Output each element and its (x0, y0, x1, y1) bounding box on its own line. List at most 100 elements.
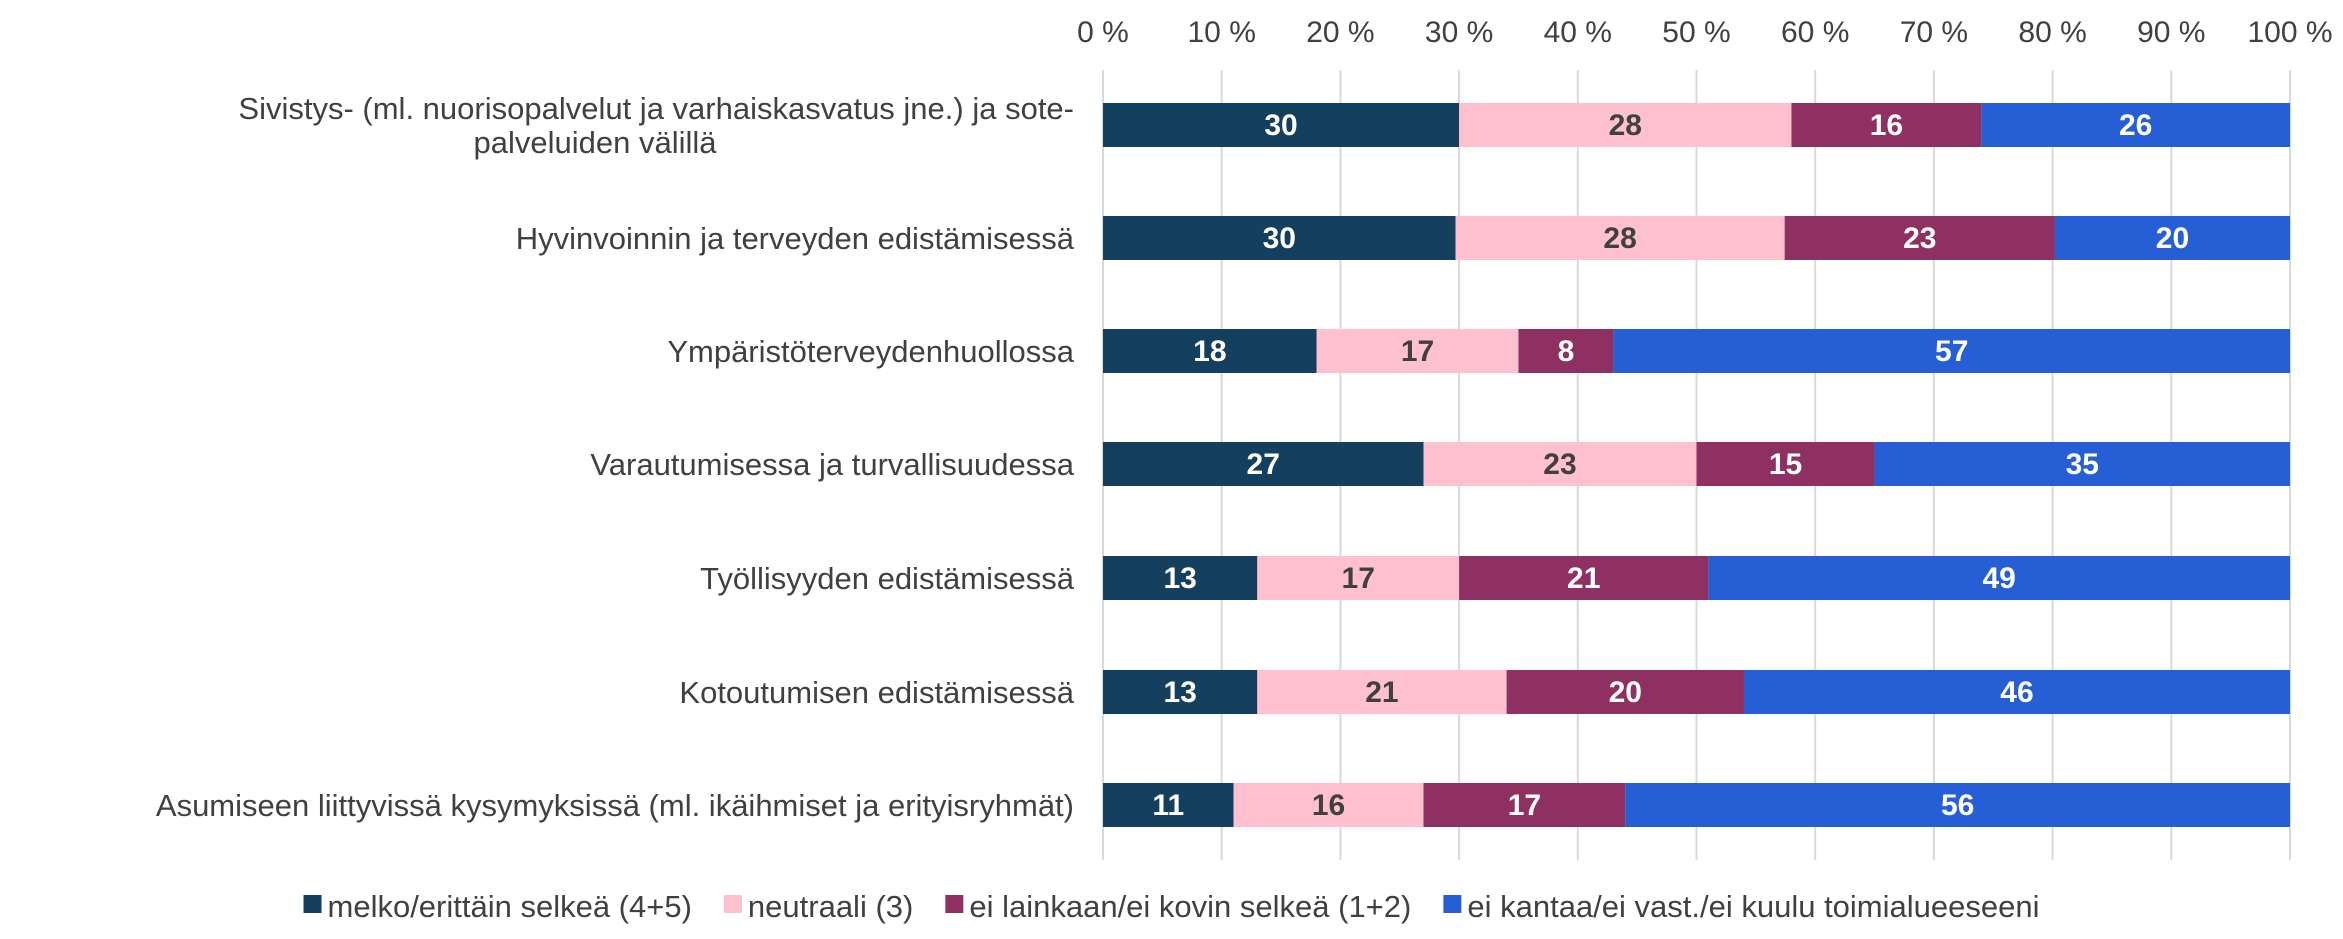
bar-value-label: 21 (1567, 562, 1600, 595)
legend-swatch (945, 895, 964, 913)
bar-segment (1696, 442, 1875, 486)
legend-item: neutraali (3) (723, 889, 913, 924)
legend-label: neutraali (3) (748, 889, 913, 924)
bar-value-label: 56 (1941, 789, 1974, 822)
bar-segment (1103, 670, 1258, 714)
bar-segment (1103, 216, 1456, 260)
bar-value-label: 49 (1982, 562, 2015, 595)
bar-segment (1613, 329, 2290, 373)
bar-segment (1103, 103, 1460, 147)
bars: 30 28 16 26 30 28 23 20 18 17 8 57 27 23 15 35 13 17 21 49 1… (1103, 103, 2290, 827)
category-label-line: Sivistys- (ml. nuorisopalvelut ja varhai… (238, 91, 1074, 126)
bar-value-label: 17 (1508, 789, 1541, 822)
bar-value-label: 20 (2156, 222, 2189, 255)
bar-value-label: 17 (1401, 335, 1434, 368)
bar-value-label: 28 (1603, 222, 1636, 255)
legend-swatch (303, 895, 322, 913)
bar-segment (1459, 103, 1792, 147)
bar-value-label: 15 (1769, 448, 1802, 481)
bar-segment (1506, 670, 1744, 714)
bar-segment (1257, 670, 1507, 714)
bar-segment (1257, 556, 1460, 600)
legend-swatch (1443, 895, 1462, 913)
category-label-line: Varautumisessa ja turvallisuudessa (590, 447, 1074, 482)
bar-segment (1233, 783, 1424, 827)
bar-segment (1981, 103, 2290, 147)
bar-segment (1743, 670, 2290, 714)
bar-value-label: 20 (1609, 676, 1642, 709)
category-label-line: Asumiseen liittyvissä kysymyksissä (ml. … (156, 788, 1074, 823)
bar-value-label: 8 (1558, 335, 1575, 368)
bar-segment (1423, 783, 1626, 827)
bar-segment (1459, 556, 1709, 600)
legend-label: ei lainkaan/ei kovin selkeä (1+2) (969, 889, 1411, 924)
bar-value-label: 16 (1870, 109, 1903, 142)
bar-value-label: 23 (1903, 222, 1936, 255)
bar-value-label: 18 (1193, 335, 1226, 368)
bar-segment (1103, 783, 1234, 827)
bar-segment (1103, 442, 1424, 486)
bar-value-label: 17 (1342, 562, 1375, 595)
legend-item: melko/erittäin selkeä (4+5) (303, 889, 692, 924)
bar-value-label: 57 (1935, 335, 1968, 368)
category-label: Asumiseen liittyvissä kysymyksissä (ml. … (156, 788, 1074, 823)
bar-value-label: 27 (1247, 448, 1280, 481)
x-tick-label: 100 % (2247, 16, 2332, 49)
category-label: Varautumisessa ja turvallisuudessa (590, 447, 1074, 482)
bar-segment (1103, 329, 1317, 373)
x-tick-label: 70 % (1900, 16, 1968, 49)
category-label-line: Kotoutumisen edistämisessä (679, 675, 1074, 710)
legend-item: ei kantaa/ei vast./ei kuulu toimialueese… (1443, 889, 2039, 924)
bar-value-label: 46 (2000, 676, 2033, 709)
bar-segment (1708, 556, 2290, 600)
category-label: Sivistys- (ml. nuorisopalvelut ja varhai… (238, 91, 1074, 160)
x-tick-label: 20 % (1306, 16, 1374, 49)
bar-value-label: 26 (2119, 109, 2152, 142)
category-label: Hyvinvoinnin ja terveyden edistämisessä (516, 221, 1075, 256)
category-labels: Sivistys- (ml. nuorisopalvelut ja varhai… (156, 91, 1075, 823)
bar-segment (1103, 556, 1258, 600)
bar-segment (1874, 442, 2290, 486)
bar-value-label: 35 (2066, 448, 2099, 481)
x-tick-label: 10 % (1188, 16, 1256, 49)
category-label: Kotoutumisen edistämisessä (679, 675, 1074, 710)
legend-label: ei kantaa/ei vast./ei kuulu toimialueese… (1467, 889, 2039, 924)
legend-item: ei lainkaan/ei kovin selkeä (1+2) (945, 889, 1411, 924)
category-label-line: palveluiden välillä (474, 125, 718, 160)
legend-swatch (723, 895, 742, 913)
bar-segment (1455, 216, 1785, 260)
x-axis-ticks: 0 % 10 % 20 % 30 % 40 % 50 % 60 % 70 % 80 % 90 % 1… (1077, 16, 2332, 49)
bar-value-label: 13 (1163, 676, 1196, 709)
x-tick-label: 40 % (1544, 16, 1612, 49)
bar-segment (2054, 216, 2290, 260)
bar-segment (1518, 329, 1614, 373)
category-label-line: Ympäristöterveydenhuollossa (667, 334, 1074, 369)
category-label: Ympäristöterveydenhuollossa (667, 334, 1074, 369)
category-label-line: Työllisyyden edistämisessä (700, 561, 1075, 596)
x-tick-label: 60 % (1781, 16, 1849, 49)
bar-value-label: 16 (1312, 789, 1345, 822)
bar-value-label: 28 (1609, 109, 1642, 142)
bar-segment (1316, 329, 1519, 373)
bar-value-label: 13 (1163, 562, 1196, 595)
bar-value-label: 21 (1365, 676, 1398, 709)
bar-value-label: 30 (1264, 109, 1297, 142)
x-tick-label: 80 % (2018, 16, 2086, 49)
category-label: Työllisyyden edistämisessä (700, 561, 1075, 596)
x-tick-label: 0 % (1077, 16, 1129, 49)
bar-segment (1784, 216, 2055, 260)
x-tick-label: 90 % (2137, 16, 2205, 49)
bar-segment (1791, 103, 1982, 147)
bar-value-label: 23 (1543, 448, 1576, 481)
x-tick-label: 30 % (1425, 16, 1493, 49)
legend-label: melko/erittäin selkeä (4+5) (328, 889, 692, 924)
x-tick-label: 50 % (1662, 16, 1730, 49)
bar-segment (1423, 442, 1697, 486)
legend: melko/erittäin selkeä (4+5) neutraali (3)… (303, 889, 2039, 924)
bar-value-label: 11 (1152, 789, 1184, 822)
bar-segment (1625, 783, 2290, 827)
bar-value-label: 30 (1263, 222, 1296, 255)
category-label-line: Hyvinvoinnin ja terveyden edistämisessä (516, 221, 1075, 256)
